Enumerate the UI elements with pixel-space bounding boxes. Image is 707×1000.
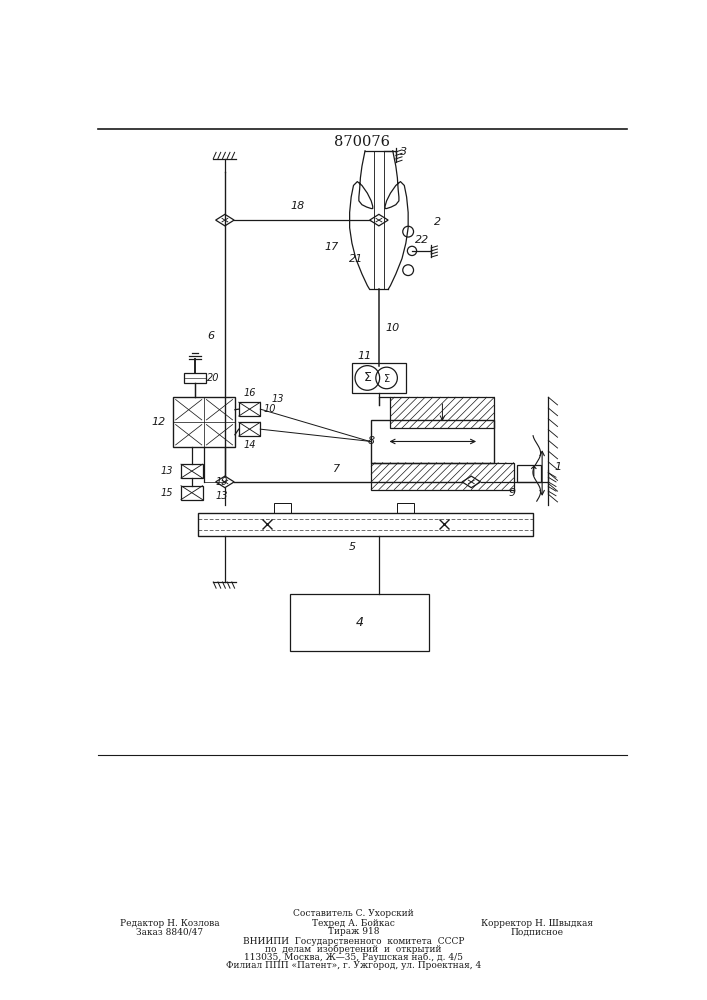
- Bar: [274, 503, 291, 513]
- Text: 5: 5: [349, 542, 356, 552]
- Bar: [371, 420, 494, 463]
- Text: 21: 21: [349, 254, 363, 264]
- Text: 13: 13: [216, 491, 228, 501]
- Text: Σ: Σ: [363, 371, 371, 384]
- Text: 113035, Москва, Ж—35, Раушская наб., д. 4/5: 113035, Москва, Ж—35, Раушская наб., д. …: [244, 952, 463, 962]
- Bar: [291, 594, 429, 651]
- Bar: [371, 463, 514, 490]
- Bar: [173, 397, 235, 447]
- Text: 13: 13: [160, 466, 173, 476]
- Text: Σ: Σ: [383, 374, 390, 384]
- Text: Корректор Н. Швыдкая: Корректор Н. Швыдкая: [481, 918, 593, 928]
- Text: 22: 22: [415, 235, 429, 245]
- Bar: [390, 397, 494, 428]
- Text: 7: 7: [333, 464, 340, 474]
- Text: 4: 4: [356, 616, 363, 629]
- Text: 1: 1: [554, 462, 561, 472]
- Text: 10: 10: [385, 323, 399, 333]
- Text: 2: 2: [434, 217, 441, 227]
- Text: 3: 3: [400, 147, 407, 157]
- Bar: [518, 465, 541, 482]
- Text: 18: 18: [291, 201, 305, 211]
- Bar: [352, 363, 406, 393]
- Bar: [181, 464, 203, 478]
- Bar: [239, 402, 260, 416]
- Bar: [397, 503, 414, 513]
- Text: Тираж 918: Тираж 918: [328, 928, 379, 936]
- Text: 17: 17: [325, 242, 339, 252]
- Text: по  делам  изобретений  и  открытий: по делам изобретений и открытий: [265, 944, 442, 954]
- Text: 12: 12: [151, 417, 165, 427]
- Bar: [198, 513, 533, 536]
- Bar: [239, 422, 260, 436]
- Text: 6: 6: [207, 331, 214, 341]
- Bar: [181, 486, 203, 500]
- Text: 9: 9: [509, 488, 516, 498]
- Text: Подписное: Подписное: [511, 928, 563, 936]
- Text: 13: 13: [271, 394, 284, 404]
- Text: 20: 20: [207, 373, 220, 383]
- Text: ВНИИПИ  Государственного  комитета  СССР: ВНИИПИ Государственного комитета СССР: [243, 936, 464, 946]
- Text: Техред А. Бойкас: Техред А. Бойкас: [312, 918, 395, 928]
- Text: 15: 15: [160, 488, 173, 498]
- Text: Составитель С. Ухорский: Составитель С. Ухорский: [293, 908, 414, 918]
- Text: 870076: 870076: [334, 135, 390, 149]
- Text: 16: 16: [243, 388, 256, 398]
- Text: Заказ 8840/47: Заказ 8840/47: [136, 928, 203, 936]
- Text: 11: 11: [358, 351, 372, 361]
- Text: 10: 10: [264, 404, 276, 414]
- Text: 14: 14: [243, 440, 256, 450]
- Text: Редактор Н. Козлова: Редактор Н. Козлова: [120, 918, 219, 928]
- Text: 8: 8: [368, 436, 375, 446]
- Text: Филиал ППП «Патент», г. Ужгород, ул. Проектная, 4: Филиал ППП «Патент», г. Ужгород, ул. Про…: [226, 960, 481, 970]
- Text: 19: 19: [216, 477, 228, 487]
- Text: ↑: ↑: [527, 465, 539, 479]
- Bar: [184, 373, 206, 383]
